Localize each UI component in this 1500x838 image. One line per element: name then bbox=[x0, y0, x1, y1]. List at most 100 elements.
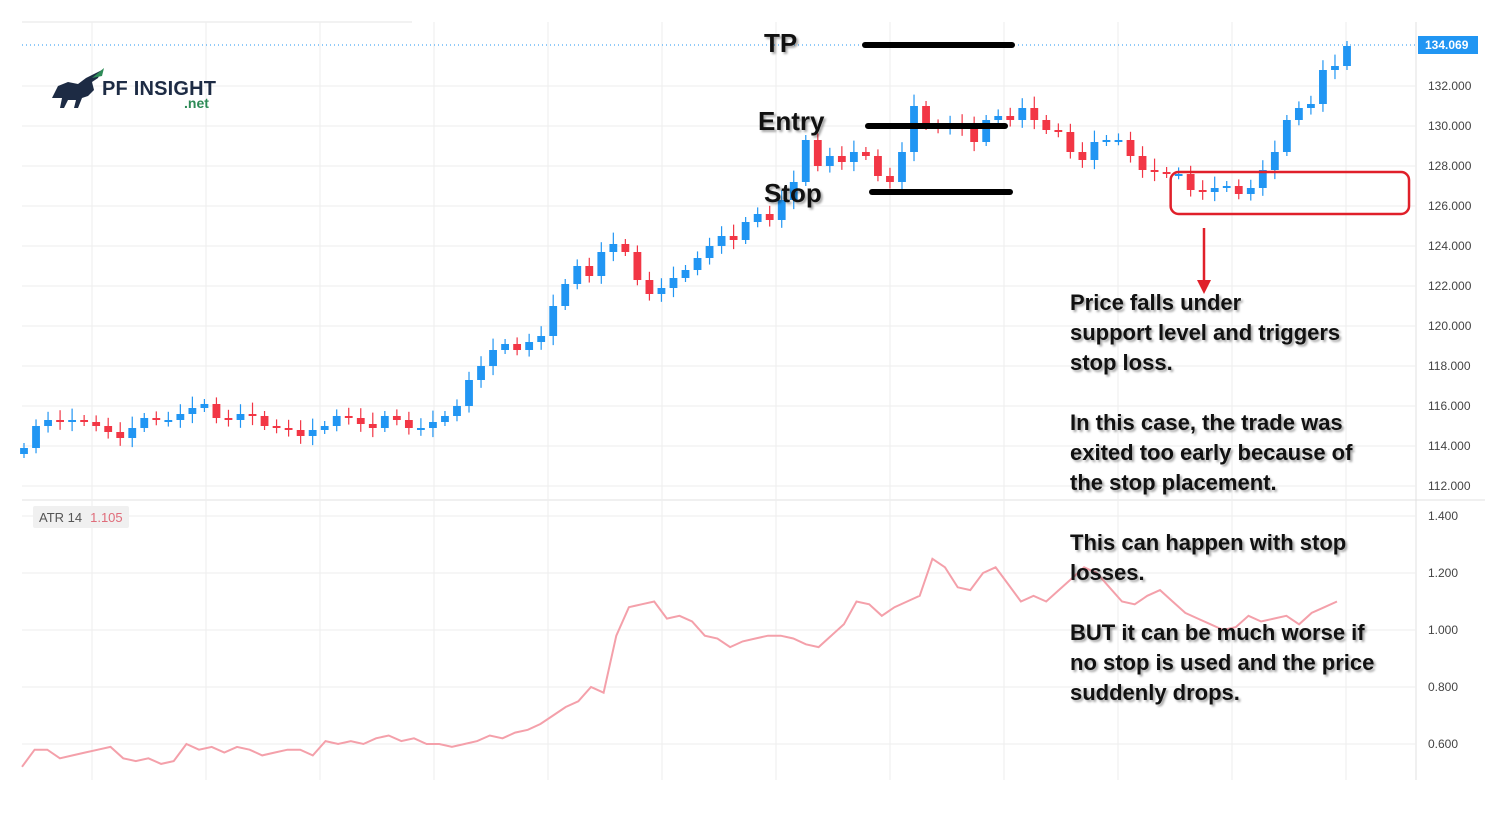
candle-body bbox=[1078, 152, 1087, 160]
note-line: stop loss. bbox=[1070, 350, 1173, 375]
atr-legend[interactable]: ATR 14 1.105 bbox=[33, 506, 129, 528]
candle bbox=[332, 409, 341, 432]
candle bbox=[368, 412, 377, 438]
candle-body bbox=[248, 414, 257, 416]
candle-body bbox=[1126, 140, 1135, 156]
candle bbox=[1150, 158, 1159, 182]
candle bbox=[693, 251, 702, 276]
candle bbox=[32, 419, 40, 454]
candle-body bbox=[825, 156, 834, 166]
candle-body bbox=[1270, 152, 1279, 170]
candle-body bbox=[1114, 140, 1123, 142]
candle bbox=[212, 397, 221, 424]
candle bbox=[1078, 142, 1087, 168]
candle bbox=[753, 207, 762, 228]
candle bbox=[80, 415, 89, 426]
candle bbox=[681, 265, 690, 282]
note-block-4: BUT it can be much worse if no stop is u… bbox=[1070, 618, 1430, 708]
candle bbox=[429, 410, 437, 438]
note-line: support level and triggers bbox=[1070, 320, 1341, 345]
candle-body bbox=[188, 408, 197, 414]
price-axis: 112.000 114.000 116.000 118.000 120.000 122.0… bbox=[1428, 79, 1472, 493]
candle bbox=[1174, 167, 1183, 180]
price-tick-label: 130.000 bbox=[1428, 119, 1472, 133]
candle bbox=[1138, 146, 1147, 178]
bull-icon bbox=[52, 68, 104, 108]
candle-body bbox=[260, 416, 269, 426]
candle-body bbox=[513, 344, 522, 350]
candle bbox=[729, 224, 738, 250]
candle bbox=[1307, 95, 1315, 115]
candle bbox=[92, 415, 101, 432]
candle bbox=[453, 399, 461, 422]
candle bbox=[477, 356, 485, 388]
candle-body bbox=[849, 152, 858, 162]
candle bbox=[356, 408, 365, 432]
candle bbox=[1282, 115, 1291, 156]
candle-body bbox=[32, 426, 40, 448]
candle bbox=[152, 411, 161, 426]
price-tick-label: 114.000 bbox=[1428, 439, 1471, 453]
candle-body bbox=[621, 244, 630, 252]
candle-body bbox=[1066, 132, 1075, 152]
trade-levels bbox=[22, 42, 1416, 195]
candle bbox=[1030, 96, 1039, 130]
candle-body bbox=[1186, 174, 1195, 190]
brand-logo: PF INSIGHT .net bbox=[48, 68, 248, 118]
candle bbox=[272, 419, 281, 434]
candle bbox=[1162, 167, 1171, 178]
candle-body bbox=[308, 430, 317, 436]
candle bbox=[1343, 41, 1351, 70]
candle-body bbox=[597, 252, 606, 276]
candle-body bbox=[982, 120, 991, 142]
price-tick-label: 132.000 bbox=[1428, 79, 1472, 93]
atr-legend-name: ATR 14 bbox=[39, 509, 83, 525]
candle bbox=[1126, 131, 1135, 163]
note-block-3: This can happen with stop losses. bbox=[1070, 528, 1430, 588]
candle bbox=[849, 140, 858, 172]
candle-body bbox=[837, 156, 846, 162]
candle bbox=[741, 217, 750, 244]
candle bbox=[777, 190, 786, 228]
candle-body bbox=[1162, 172, 1171, 174]
candle-body bbox=[392, 416, 401, 420]
note-block-2: In this case, the trade was exited too e… bbox=[1070, 408, 1430, 498]
candle bbox=[513, 337, 522, 356]
candle-body bbox=[1343, 46, 1351, 66]
candle-body bbox=[994, 116, 1003, 120]
candle-body bbox=[1319, 70, 1327, 104]
candle bbox=[1054, 123, 1063, 138]
note-line: This can happen with stop bbox=[1070, 530, 1347, 555]
candle-body bbox=[200, 404, 209, 408]
candle bbox=[501, 339, 509, 354]
candle bbox=[1198, 180, 1207, 200]
candle-body bbox=[1102, 140, 1111, 142]
candle-body bbox=[224, 418, 233, 420]
price-tick-label: 120.000 bbox=[1428, 319, 1472, 333]
last-price-tag: 134.069 bbox=[1418, 36, 1478, 54]
candle-body bbox=[633, 252, 642, 280]
candle bbox=[1090, 130, 1099, 170]
price-tick-label: 128.000 bbox=[1428, 159, 1472, 173]
support-callout bbox=[1169, 170, 1411, 294]
candle bbox=[56, 410, 64, 430]
candle-body bbox=[898, 152, 906, 182]
candle bbox=[585, 257, 594, 283]
candle-body bbox=[549, 306, 558, 336]
atr-tick-label: 1.000 bbox=[1428, 623, 1458, 637]
candle-body bbox=[537, 336, 546, 342]
note-line: suddenly drops. bbox=[1070, 680, 1240, 705]
candle bbox=[525, 333, 534, 357]
candle-body bbox=[765, 214, 774, 220]
candle bbox=[284, 419, 293, 437]
candle-body bbox=[585, 266, 594, 276]
atr-axis: 0.600 0.800 1.000 1.200 1.400 bbox=[1428, 509, 1458, 751]
candle-body bbox=[1222, 186, 1231, 188]
candle bbox=[789, 170, 798, 210]
candle-body bbox=[789, 182, 798, 200]
candle-body bbox=[140, 418, 149, 428]
candle bbox=[164, 411, 173, 427]
candlestick-series bbox=[20, 41, 1351, 458]
candle-body bbox=[212, 404, 221, 418]
candle-body bbox=[1282, 120, 1291, 152]
